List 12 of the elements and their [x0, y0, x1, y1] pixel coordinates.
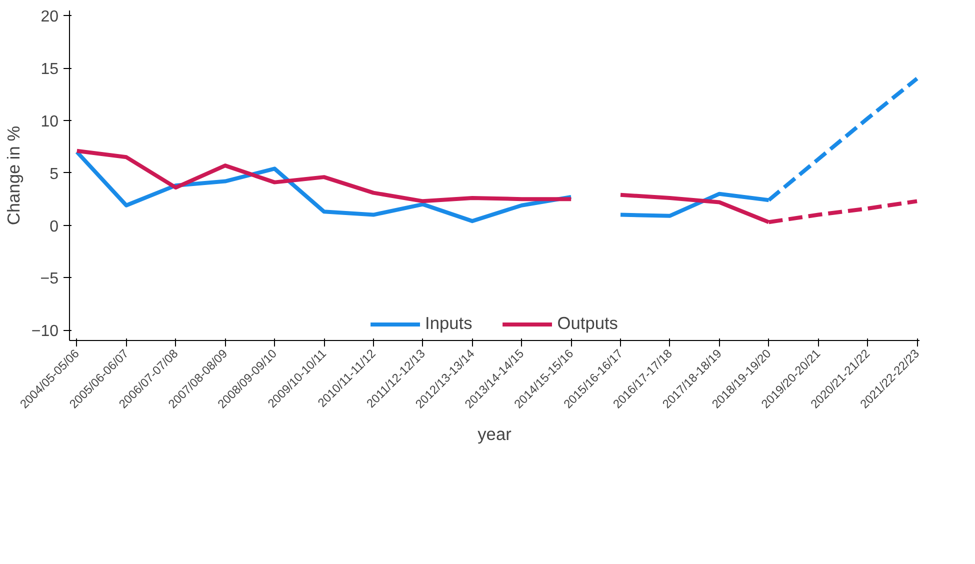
- y-tick-label: −10: [31, 323, 59, 340]
- y-tick-label: 20: [40, 8, 59, 26]
- y-tick-label: 15: [40, 61, 59, 78]
- y-tick-label: 10: [40, 114, 59, 130]
- y-tick-label: 5: [50, 166, 59, 183]
- y-axis-title: Change in %: [3, 126, 24, 226]
- legend-label: Inputs: [425, 313, 472, 334]
- line-series: [74, 148, 574, 204]
- legend-label: Outputs: [557, 313, 618, 334]
- y-tick-label: −5: [40, 270, 59, 288]
- y-tick-label: 0: [50, 218, 59, 236]
- x-axis-title: year: [478, 424, 512, 444]
